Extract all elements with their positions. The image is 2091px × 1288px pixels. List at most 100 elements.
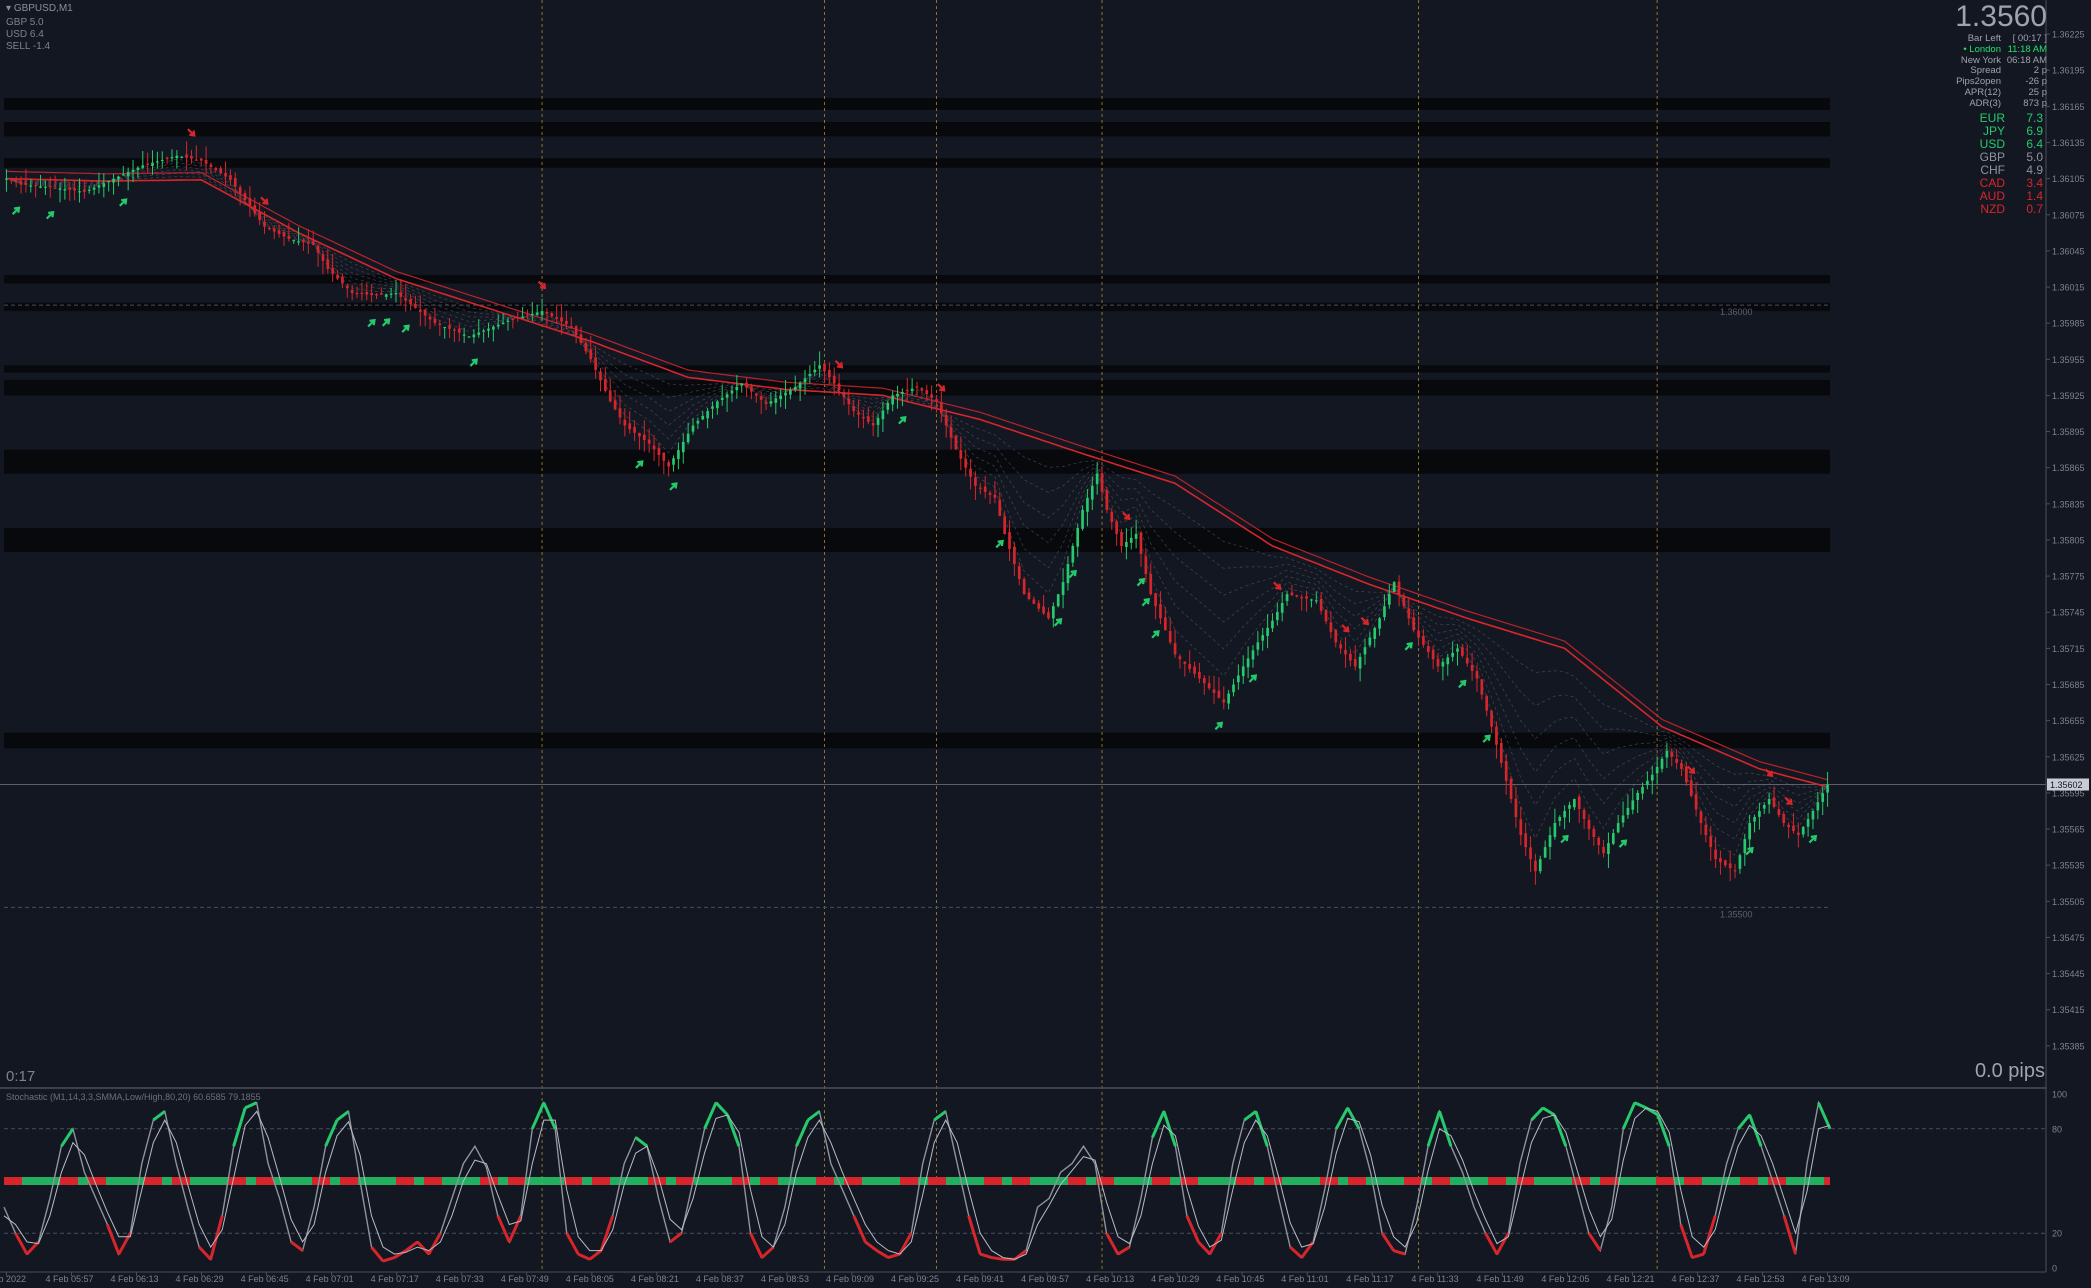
info-row: ADR(3) 873 p bbox=[1956, 97, 2047, 110]
candle-body bbox=[204, 159, 208, 164]
stoch-overbought-segment bbox=[714, 1101, 729, 1116]
info-label: ADR(3) bbox=[1969, 97, 2001, 109]
y-tick-label: 1.35415 bbox=[2052, 1005, 2085, 1015]
candle-body bbox=[1368, 637, 1372, 646]
candle-body bbox=[1548, 835, 1552, 847]
stoch-oversold-segment bbox=[760, 1246, 775, 1259]
candle-body bbox=[1582, 810, 1586, 820]
candle-body bbox=[1456, 648, 1459, 652]
candle-body bbox=[73, 188, 76, 191]
buy-arrow bbox=[45, 210, 55, 220]
stoch-overbought-segment bbox=[1243, 1110, 1257, 1122]
candle-body bbox=[375, 294, 378, 296]
candle-body bbox=[1573, 798, 1576, 808]
buy-arrow bbox=[1808, 834, 1818, 844]
sell-arrow bbox=[537, 280, 547, 290]
candle-body bbox=[842, 392, 846, 398]
sd-zone bbox=[4, 158, 1830, 168]
candle-body bbox=[964, 459, 968, 468]
y-tick-label: 1.35925 bbox=[2052, 391, 2085, 401]
y-tick-label: 1.36195 bbox=[2052, 66, 2085, 76]
stoch-oversold-segment bbox=[1587, 1232, 1602, 1252]
candle-body bbox=[930, 394, 933, 398]
stoch-overbought-segment bbox=[1634, 1101, 1647, 1110]
stochastic-title: Stochastic (M1,14,3,3,SMMA,Low/High,80,2… bbox=[6, 1092, 261, 1102]
candle-body bbox=[194, 159, 198, 161]
candle-body bbox=[1022, 578, 1026, 595]
candle-body bbox=[9, 179, 13, 181]
buy-arrow-shape bbox=[1248, 674, 1258, 683]
candle-body bbox=[540, 311, 544, 315]
candle-body bbox=[1042, 606, 1045, 614]
x-tick-label: 4 Feb 11:49 bbox=[1476, 1274, 1523, 1284]
candle-body bbox=[1144, 556, 1148, 575]
stoch-overbought-segment bbox=[703, 1102, 718, 1130]
buy-arrow-shape bbox=[469, 358, 479, 367]
candle-body bbox=[1723, 860, 1727, 866]
candle-body bbox=[1003, 516, 1006, 534]
y-tick-label: 1.35865 bbox=[2052, 463, 2085, 473]
price-tag-box bbox=[2047, 778, 2089, 791]
x-tick-label: 4 Feb 09:41 bbox=[956, 1274, 1004, 1284]
y-tick-label: 1.36045 bbox=[2052, 246, 2085, 256]
stoch-overbought-segment bbox=[324, 1119, 339, 1147]
strength-line: SELL -1.4 bbox=[6, 41, 51, 52]
x-tick-label: 4 Feb 10:45 bbox=[1216, 1274, 1264, 1284]
candle-body bbox=[569, 326, 573, 328]
stoch-oversold-segment bbox=[496, 1215, 511, 1243]
info-value: 2 p bbox=[2033, 65, 2047, 77]
stoch-oversold-segment bbox=[1691, 1252, 1705, 1259]
candle-body bbox=[253, 205, 257, 214]
symbol-label[interactable]: ▾ GBPUSD,M1 bbox=[6, 3, 73, 14]
candle-body bbox=[409, 299, 412, 305]
candle-body bbox=[1310, 599, 1313, 601]
candle-body bbox=[1797, 832, 1800, 836]
candle-body bbox=[1105, 489, 1109, 510]
x-tick-label: 4 Feb 07:33 bbox=[436, 1274, 484, 1284]
x-tick-label: 4 Feb 11:01 bbox=[1281, 1274, 1328, 1284]
candle-body bbox=[394, 293, 398, 295]
candle-body bbox=[1212, 689, 1216, 693]
candle-body bbox=[1787, 824, 1790, 828]
stoch-oversold-segment bbox=[25, 1240, 40, 1256]
candle-body bbox=[565, 320, 568, 325]
candle-body bbox=[462, 334, 466, 336]
candle-body bbox=[1285, 594, 1289, 601]
currency-code: USD bbox=[1979, 137, 2005, 151]
x-tick-label: 4 Feb 2022 bbox=[0, 1274, 26, 1284]
candle-body bbox=[988, 492, 992, 495]
candle-body bbox=[1524, 833, 1528, 848]
stoch-oversold-segment bbox=[898, 1232, 913, 1255]
stoch-oversold-segment bbox=[565, 1232, 580, 1255]
round-number-levels: 1.36000 1.35500 bbox=[0, 304, 2046, 919]
buy-arrow bbox=[1141, 597, 1150, 607]
stoch-oversold-segment bbox=[577, 1252, 591, 1261]
stoch-oversold-segment bbox=[1289, 1246, 1303, 1259]
candle-body bbox=[14, 179, 18, 183]
strength-summary: GBP 5.0 USD 6.4 SELL -1.4 bbox=[6, 17, 50, 53]
candle-body bbox=[1329, 622, 1333, 632]
buy-arrow bbox=[401, 324, 410, 333]
candle-body bbox=[1349, 653, 1352, 661]
info-label: • London bbox=[1963, 43, 2001, 55]
sd-zone bbox=[4, 732, 1830, 749]
candle-body bbox=[63, 189, 67, 191]
candle-body bbox=[306, 242, 310, 244]
candle-body bbox=[1353, 659, 1357, 667]
ma-line-outer bbox=[6, 170, 1828, 781]
candle-body bbox=[701, 415, 705, 420]
candle-body bbox=[112, 178, 115, 183]
x-tick-label: 4 Feb 10:29 bbox=[1151, 1274, 1199, 1284]
candle-body bbox=[477, 332, 481, 335]
candle-body bbox=[1193, 666, 1196, 674]
candle-body bbox=[1451, 652, 1454, 657]
buy-arrow bbox=[1482, 734, 1491, 743]
candle-body bbox=[146, 163, 149, 165]
candle-body bbox=[662, 452, 666, 461]
buy-arrow-shape bbox=[635, 460, 644, 469]
candle-body bbox=[545, 312, 549, 314]
candle-body bbox=[555, 317, 559, 319]
candle-body bbox=[1339, 644, 1342, 649]
candle-body bbox=[1475, 671, 1479, 679]
